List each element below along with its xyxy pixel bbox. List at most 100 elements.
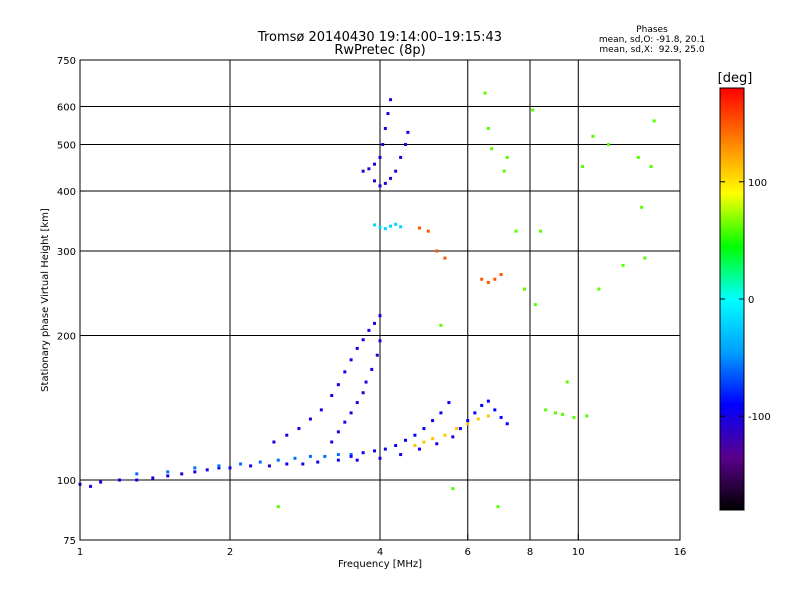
echo-point bbox=[293, 456, 297, 460]
echo-point bbox=[373, 321, 377, 325]
colorbar-tick-label: -100 bbox=[748, 412, 771, 423]
echo-point bbox=[597, 287, 601, 291]
echo-point bbox=[386, 112, 390, 116]
echo-point bbox=[514, 229, 518, 233]
echo-point bbox=[383, 447, 387, 451]
colorbar-tick-label: 100 bbox=[748, 178, 767, 189]
echo-point bbox=[422, 427, 426, 431]
echo-point bbox=[640, 205, 644, 209]
echo-point bbox=[330, 394, 334, 398]
echo-point bbox=[166, 470, 170, 474]
echo-point bbox=[505, 422, 509, 426]
y-tick-label: 600 bbox=[57, 103, 76, 114]
echo-point bbox=[490, 147, 494, 151]
echo-point bbox=[308, 454, 312, 458]
phase-stats-x: mean, sd,X: 92.9, 25.0 bbox=[599, 45, 705, 55]
echo-point bbox=[370, 367, 374, 371]
echo-point bbox=[336, 458, 340, 462]
echo-point bbox=[439, 323, 443, 327]
echo-point bbox=[135, 478, 139, 482]
echo-point bbox=[297, 427, 301, 431]
x-tick-label: 10 bbox=[572, 547, 585, 558]
echo-point bbox=[443, 256, 447, 260]
echo-point bbox=[473, 411, 477, 415]
echo-point bbox=[499, 415, 503, 419]
echo-point bbox=[117, 478, 121, 482]
echo-point bbox=[480, 403, 484, 407]
y-tick-label: 400 bbox=[57, 187, 76, 198]
echo-point bbox=[486, 280, 490, 284]
echo-point bbox=[435, 249, 439, 253]
echo-point bbox=[375, 353, 379, 357]
echo-point bbox=[373, 179, 377, 183]
echo-point bbox=[417, 226, 421, 230]
echo-point bbox=[458, 427, 462, 431]
data-points bbox=[78, 91, 656, 509]
echo-point bbox=[330, 440, 334, 444]
echo-point bbox=[652, 119, 656, 123]
echo-point bbox=[486, 126, 490, 130]
echo-point bbox=[383, 181, 387, 185]
x-axis-label: Frequency [MHz] bbox=[338, 559, 422, 570]
echo-point bbox=[523, 287, 527, 291]
echo-point bbox=[406, 130, 410, 134]
echo-point bbox=[316, 460, 320, 464]
echo-point bbox=[399, 155, 403, 159]
echo-point bbox=[476, 417, 480, 421]
echo-point bbox=[336, 383, 340, 387]
echo-point bbox=[585, 414, 589, 418]
echo-point bbox=[544, 408, 548, 412]
echo-point bbox=[151, 476, 155, 480]
echo-point bbox=[591, 134, 595, 138]
echo-point bbox=[443, 433, 447, 437]
echo-point bbox=[373, 449, 377, 453]
echo-point bbox=[367, 328, 371, 332]
echo-point bbox=[308, 417, 312, 421]
echo-point bbox=[361, 451, 365, 455]
echo-point bbox=[389, 176, 393, 180]
echo-point bbox=[373, 162, 377, 166]
echo-point bbox=[431, 419, 435, 423]
echo-point bbox=[361, 391, 365, 395]
echo-point bbox=[389, 224, 393, 228]
echo-point bbox=[349, 358, 353, 362]
echo-point bbox=[378, 456, 382, 460]
echo-point bbox=[431, 437, 435, 441]
echo-point bbox=[486, 414, 490, 418]
echo-point bbox=[413, 444, 417, 448]
echo-point bbox=[361, 169, 365, 173]
colorbar-label: [deg] bbox=[718, 71, 753, 86]
y-tick-label: 75 bbox=[63, 536, 76, 547]
echo-point bbox=[451, 487, 455, 491]
x-tick-label: 4 bbox=[377, 547, 383, 558]
echo-point bbox=[217, 466, 221, 470]
echo-point bbox=[561, 412, 565, 416]
echo-point bbox=[480, 277, 484, 281]
echo-point bbox=[451, 435, 455, 439]
echo-point bbox=[319, 408, 323, 412]
echo-point bbox=[439, 411, 443, 415]
echo-point bbox=[636, 155, 640, 159]
echo-point bbox=[336, 430, 340, 434]
echo-point bbox=[166, 474, 170, 478]
echo-point bbox=[422, 440, 426, 444]
echo-point bbox=[381, 143, 385, 147]
x-tick-label: 1 bbox=[77, 547, 83, 558]
chart-title: Tromsø 20140430 19:14:00–19:15:43 bbox=[257, 30, 502, 45]
echo-point bbox=[239, 462, 243, 466]
echo-point bbox=[394, 222, 398, 226]
echo-point bbox=[533, 303, 537, 307]
echo-point bbox=[447, 401, 451, 405]
phase-stats-o: mean, sd,O: -91.8, 20.1 bbox=[599, 35, 705, 45]
echo-point bbox=[493, 408, 497, 412]
echo-point bbox=[565, 380, 569, 384]
echo-point bbox=[373, 223, 377, 227]
y-tick-label: 500 bbox=[57, 141, 76, 152]
echo-point bbox=[267, 464, 271, 468]
echo-point bbox=[355, 346, 359, 350]
grid-lines bbox=[80, 60, 680, 540]
echo-point bbox=[378, 339, 382, 343]
echo-point bbox=[553, 411, 557, 415]
echo-point bbox=[272, 440, 276, 444]
y-tick-label: 750 bbox=[57, 56, 76, 67]
